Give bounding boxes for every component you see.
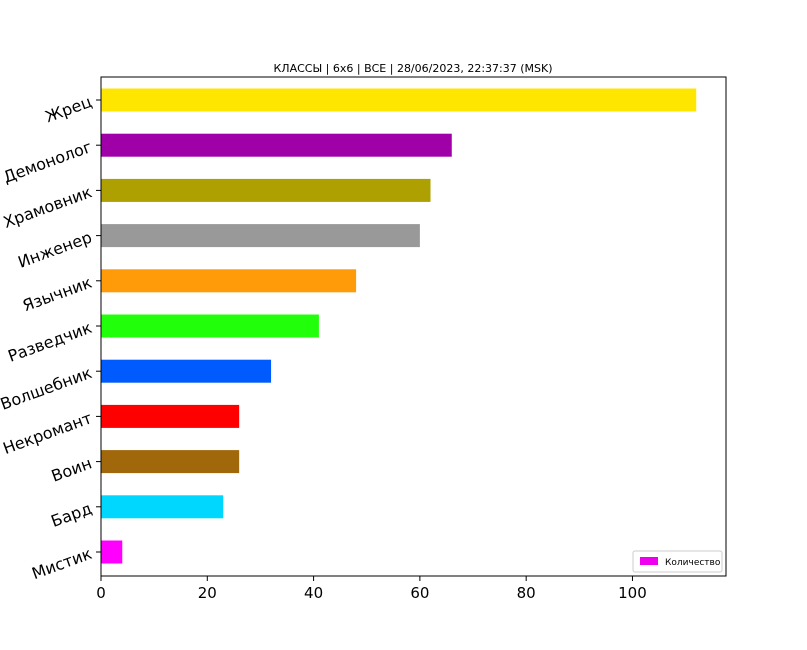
bar-6 (101, 269, 357, 293)
chart-title: КЛАССЫ | 6x6 | ВСЕ | 28/06/2023, 22:37:3… (273, 62, 552, 75)
bar-0 (101, 540, 123, 564)
y-tick-label: Некромант (0, 408, 94, 458)
y-tick-label: Язычник (20, 273, 95, 316)
y-tick-label: Воин (49, 454, 95, 486)
bars-layer (101, 88, 697, 564)
y-tick-label: Бард (48, 499, 94, 531)
x-tick-label: 60 (410, 584, 429, 602)
x-tick-label: 0 (96, 584, 106, 602)
y-tick-label: Волшебник (0, 363, 95, 414)
bar-10 (101, 88, 697, 112)
y-axis: Мистик Бард ВоинНекромантВолшебникРазведчи… (0, 92, 101, 583)
y-tick-label: Жрец (43, 92, 95, 126)
bar-7 (101, 224, 420, 248)
y-tick-label: Инженер (15, 228, 94, 272)
x-axis: 0 20 40 60 80 100 (96, 576, 647, 602)
bar-3 (101, 404, 240, 428)
x-tick-label: 100 (618, 584, 647, 602)
x-tick-label: 40 (304, 584, 323, 602)
plot-frame (100, 76, 727, 577)
x-tick-label: 80 (517, 584, 536, 602)
bar-1 (101, 495, 224, 519)
y-tick-label: Демонолог (1, 137, 95, 187)
x-tick-label: 20 (198, 584, 217, 602)
y-tick-label: Мистик (29, 544, 94, 583)
y-tick-label: Храмовник (1, 182, 95, 232)
bar-4 (101, 359, 272, 383)
legend-label: Количество (665, 558, 721, 568)
y-tick-label: Разведчик (5, 318, 94, 366)
legend: Количество (632, 550, 723, 573)
bar-8 (101, 178, 431, 202)
legend-swatch (640, 557, 658, 565)
bar-2 (101, 450, 240, 474)
bar-5 (101, 314, 319, 338)
bar-9 (101, 133, 452, 157)
legend-frame (632, 550, 723, 573)
